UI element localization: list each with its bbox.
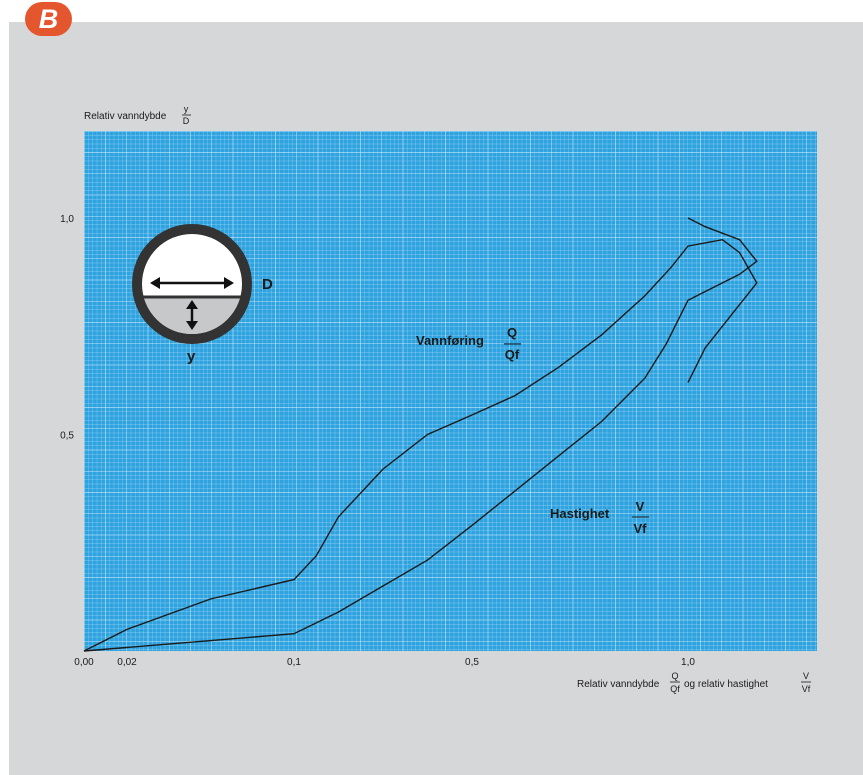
- series-label-vannforing-num: Q: [507, 325, 517, 340]
- y-axis-label-text: Relativ vanndybde: [84, 111, 167, 122]
- chart-curves: [83, 217, 758, 652]
- series-label-vannforing-den: Qf: [505, 347, 520, 362]
- series-label-hastighet-text: Hastighet: [550, 506, 610, 521]
- x-axis-label-frac2-num: V: [803, 671, 809, 681]
- diagram-label-D: D: [262, 276, 273, 293]
- series-label-vannforing: Vannføring Q Qf: [416, 325, 521, 362]
- x-axis-label-frac1-num: Q: [671, 671, 678, 681]
- y-tick-label: 1,0: [60, 214, 74, 225]
- pipe-cross-section: D y: [132, 224, 273, 365]
- axis-ticks: 0,00 0,02 0,1 0,5 1,0 0,5 1,0: [60, 214, 695, 668]
- x-tick-label: 0,00: [74, 657, 94, 668]
- series-line-hastighet: [83, 217, 758, 652]
- x-tick-label: 0,02: [117, 657, 137, 668]
- y-axis-label: Relativ vanndybde y D: [84, 104, 191, 126]
- x-tick-label: 0,1: [287, 657, 301, 668]
- x-tick-label: 0,5: [465, 657, 479, 668]
- major-grid: [84, 131, 817, 651]
- series-line-vannforing: [83, 238, 758, 652]
- x-axis-label: Relativ vanndybde Q Qf og relativ hastig…: [577, 671, 811, 694]
- series-label-hastighet-den: Vf: [634, 521, 648, 536]
- series-label-vannforing-text: Vannføring: [416, 333, 484, 348]
- y-tick-label: 0,5: [60, 431, 74, 442]
- x-axis-label-prefix: Relativ vanndybde: [577, 679, 660, 690]
- x-tick-label: 1,0: [681, 657, 695, 668]
- x-axis-label-frac1-den: Qf: [670, 684, 680, 694]
- series-label-hastighet: Hastighet V Vf: [550, 499, 649, 536]
- diagram-label-y: y: [187, 348, 196, 365]
- series-label-hastighet-num: V: [636, 499, 645, 514]
- y-axis-label-den: D: [183, 116, 190, 126]
- x-axis-label-middle: og relativ hastighet: [684, 679, 768, 690]
- y-axis-label-num: y: [184, 104, 189, 114]
- x-axis-label-frac2-den: Vf: [802, 684, 811, 694]
- section-badge: B: [25, 2, 72, 36]
